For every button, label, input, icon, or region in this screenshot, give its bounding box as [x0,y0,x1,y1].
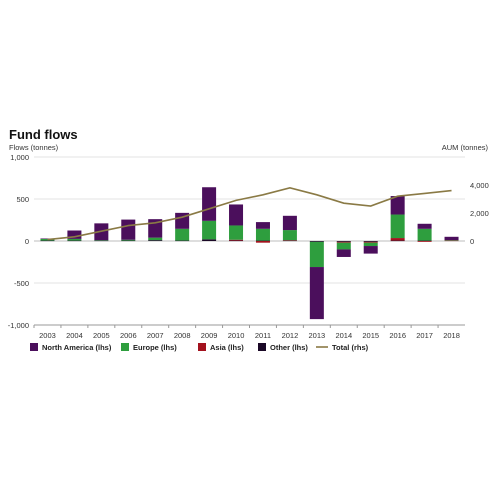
bar-north-america [202,187,217,221]
bar-europe [255,228,270,241]
x-tick-label: 2006 [120,331,137,340]
bar-europe [148,237,163,241]
bar-europe [390,214,405,239]
x-tick-label: 2008 [174,331,191,340]
bar-other [336,241,351,242]
bar-north-america [282,215,297,231]
bar-north-america [121,219,136,240]
bar-other [309,241,324,242]
bar-other [202,239,217,241]
bar-europe [309,241,324,268]
bar-asia [417,241,432,242]
legend-label: Asia (lhs) [210,343,244,352]
bar-north-america [390,196,405,215]
bar-europe [336,242,351,250]
legend-label: Total (rhs) [332,343,369,352]
bar-asia [363,241,378,243]
bar-other [282,240,297,242]
x-tick-label: 2015 [362,331,379,340]
bar-asia [255,241,270,243]
bar-other [229,240,244,242]
legend-swatch [121,343,129,351]
bar-asia [336,241,351,243]
legend-swatch [198,343,206,351]
legend-swatch [30,343,38,351]
bar-europe [282,230,297,241]
legend-label: Other (lhs) [270,343,308,352]
y-axis-left-label: Flows (tonnes) [9,143,59,152]
bar-other [67,240,82,242]
bar-other [417,240,432,242]
bar-asia [229,239,244,241]
x-tick-label: 2017 [416,331,433,340]
bar-other [175,240,190,242]
x-tick-label: 2005 [93,331,110,340]
x-tick-label: 2018 [443,331,460,340]
bar-other [121,240,136,242]
y-tick-label: -500 [14,279,29,288]
bar-other [94,240,109,242]
bar-asia [390,238,405,241]
bar-europe [202,220,217,240]
chart-title: Fund flows [9,127,78,142]
y2-tick-label: 0 [470,237,474,246]
bar-other [40,240,55,242]
bar-other [363,241,378,242]
x-tick-label: 2013 [309,331,326,340]
y-axis-right-label: AUM (tonnes) [441,143,488,152]
bar-other [255,240,270,242]
bar-europe [363,242,378,247]
bar-north-america [444,236,459,241]
x-tick-label: 2016 [389,331,406,340]
bar-north-america [363,246,378,254]
x-tick-label: 2014 [335,331,352,340]
y-tick-label: 0 [25,237,29,246]
bar-asia [282,240,297,241]
bar-europe [175,228,190,241]
bar-europe [67,238,82,241]
total-line [47,186,452,241]
x-tick-label: 2009 [201,331,218,340]
y2-tick-label: 2,000 [470,209,489,218]
x-tick-label: 2007 [147,331,164,340]
bar-north-america [309,267,324,320]
bar-europe [40,238,55,241]
legend-swatch [258,343,266,351]
bar-north-america [417,223,432,229]
bar-europe [121,239,136,241]
bar-europe [94,240,109,241]
bar-north-america [229,204,244,226]
bar-north-america [336,249,351,257]
legend-label: North America (lhs) [42,343,112,352]
x-tick-label: 2003 [39,331,56,340]
y-tick-label: -1,000 [8,321,29,330]
bar-europe [229,225,244,240]
bar-other [390,240,405,242]
x-tick-label: 2012 [282,331,299,340]
bar-north-america [67,230,82,239]
y-tick-label: 1,000 [10,153,29,162]
bar-asia [444,240,459,242]
x-tick-label: 2011 [255,331,271,340]
legend-label: Europe (lhs) [133,343,177,352]
bar-north-america [255,222,270,229]
y2-tick-label: 4,000 [470,181,489,190]
bar-europe [444,240,459,241]
bar-other [148,240,163,241]
bar-europe [417,228,432,241]
y-tick-label: 500 [16,195,29,204]
x-tick-label: 2010 [228,331,245,340]
x-tick-label: 2004 [66,331,83,340]
bar-north-america [40,238,55,239]
